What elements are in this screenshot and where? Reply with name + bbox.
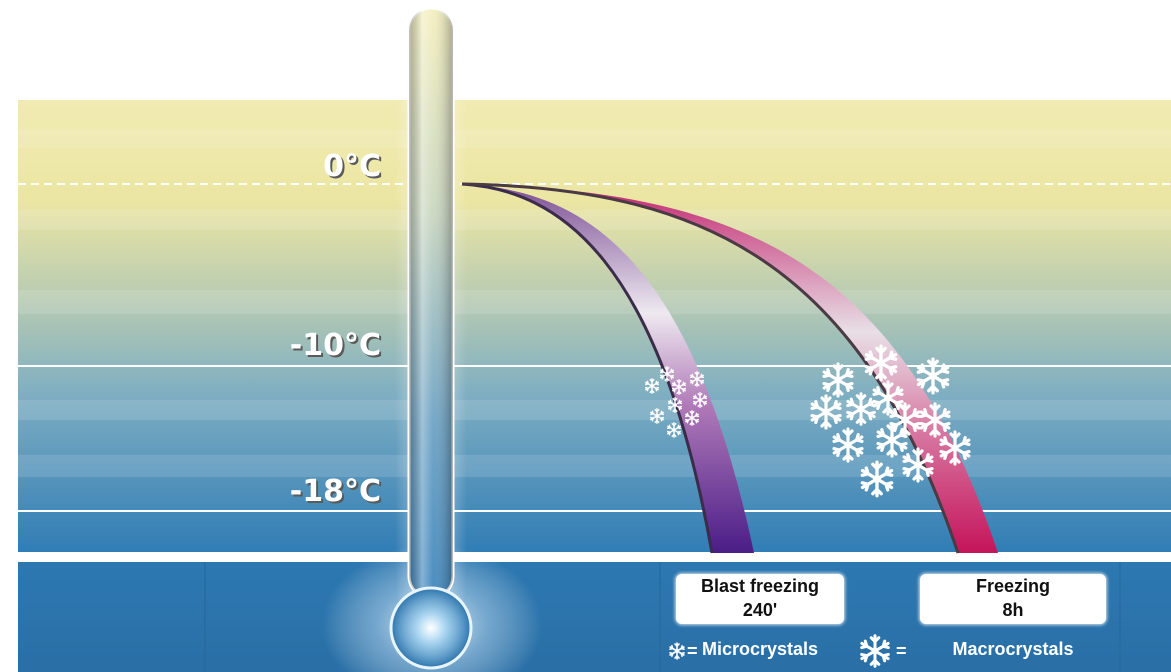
- legend-blast-freezing: Blast freezing 240': [676, 574, 844, 624]
- blast-freezing-curve: [462, 184, 754, 553]
- legend-blast-equals: =: [687, 641, 698, 661]
- legend-blast-crystals-row: Microcrystals: [676, 628, 844, 670]
- thermometer: [322, 0, 542, 672]
- legend-slow-title: Freezing: [975, 576, 1050, 596]
- legend-slow-duration: 8h: [1002, 600, 1024, 620]
- legend-blast-crystals: Microcrystals: [701, 639, 819, 659]
- temp-label-minus-eighteen: -18°C: [289, 474, 381, 509]
- legend-slow-equals: =: [896, 641, 907, 661]
- slow-freezing-curve-edge: [461, 182, 960, 554]
- legend-blast-duration: 240': [742, 600, 778, 620]
- temp-label-zero: 0°C: [323, 149, 381, 184]
- legend-slow-freezing: Freezing 8h: [920, 574, 1106, 624]
- ground-divider: [18, 552, 1171, 562]
- legend-blast-title: Blast freezing: [700, 576, 820, 596]
- temperature-background: [18, 100, 1171, 555]
- top-whitespace: [0, 0, 1171, 100]
- legend-slow-crystals: Macrocrystals: [952, 639, 1074, 659]
- legend-slow-crystals-row: Macrocrystals: [920, 628, 1106, 670]
- temp-label-minus-ten: -10°C: [289, 328, 381, 363]
- background-stripes: [18, 130, 1171, 477]
- blast-freezing-curve-edge: [461, 182, 714, 554]
